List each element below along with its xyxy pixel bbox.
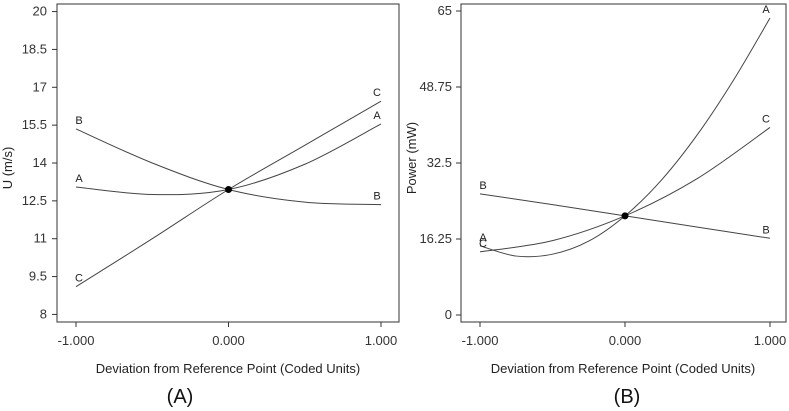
x-tick-label: 1.000 [754,333,787,348]
y-ticks-a: 8 9.5 11 12.5 14 15.5 17 18.5 20 [22,4,57,321]
x-axis-label-a: Deviation from Reference Point (Coded Un… [96,361,360,376]
panel-caption-b: (B) [614,386,641,408]
x-axis-label-b: Deviation from Reference Point (Coded Un… [491,361,755,376]
series-line-c [75,100,382,288]
panel-caption-a: (A) [167,386,194,408]
y-tick-label: 18.5 [22,41,47,56]
series-label-start: B [75,115,82,127]
x-tick-label: -1.000 [462,333,499,348]
y-tick-label: 9.5 [29,269,47,284]
y-tick-label: 0 [445,307,452,322]
series-label-start: A [75,173,83,185]
chart-panel-b: -1.000 0.000 1.000 0 16.25 32.5 48.75 65 A A B B C… [404,3,787,408]
series-label-end: B [762,224,769,236]
y-axis-label-b: Power (mW) [404,122,419,194]
curves-b: A A B B C C [479,4,771,258]
series-label-start: A [479,232,487,244]
x-tick-label: 0.000 [609,333,642,348]
y-tick-label: 16.25 [419,231,452,246]
reference-point-marker [225,186,232,193]
curves-a: A A B B C C [75,87,382,288]
y-tick-label: 12.5 [22,193,47,208]
series-label-start: C [75,273,83,285]
x-tick-label: -1.000 [58,333,95,348]
y-tick-label: 20 [33,4,47,19]
series-label-start: C [479,238,487,250]
y-tick-label: 8 [40,306,47,321]
series-line-a [75,123,382,196]
y-tick-label: 17 [33,79,47,94]
series-line-b [75,128,382,206]
x-tick-label: 1.000 [365,333,398,348]
series-label-end: C [762,113,770,125]
y-tick-label: 65 [438,3,452,18]
y-ticks-b: 0 16.25 32.5 48.75 65 [419,3,461,322]
series-line-c [479,127,771,253]
series-line-a [479,17,771,258]
plot-frame-b [460,3,787,323]
reference-point-marker [621,212,629,220]
series-label-start: B [479,180,486,192]
x-ticks-a: -1.000 0.000 1.000 [58,322,398,348]
y-axis-label-a: U (m/s) [0,147,15,190]
y-tick-label: 11 [34,231,48,246]
y-tick-label: 32.5 [427,155,452,170]
x-tick-label: 0.000 [212,333,245,348]
chart-panel-a: -1.000 0.000 1.000 8 9.5 11 12.5 14 15.5 17 18.5 2… [0,3,400,408]
series-label-end: B [373,191,380,203]
y-tick-label: 15.5 [22,117,47,132]
x-ticks-b: -1.000 0.000 1.000 [462,322,787,348]
series-label-end: C [373,87,381,99]
y-tick-label: 14 [33,155,47,170]
y-tick-label: 48.75 [419,79,452,94]
series-label-end: A [762,4,770,16]
series-label-end: A [373,110,381,122]
plot-frame-a [56,3,400,323]
